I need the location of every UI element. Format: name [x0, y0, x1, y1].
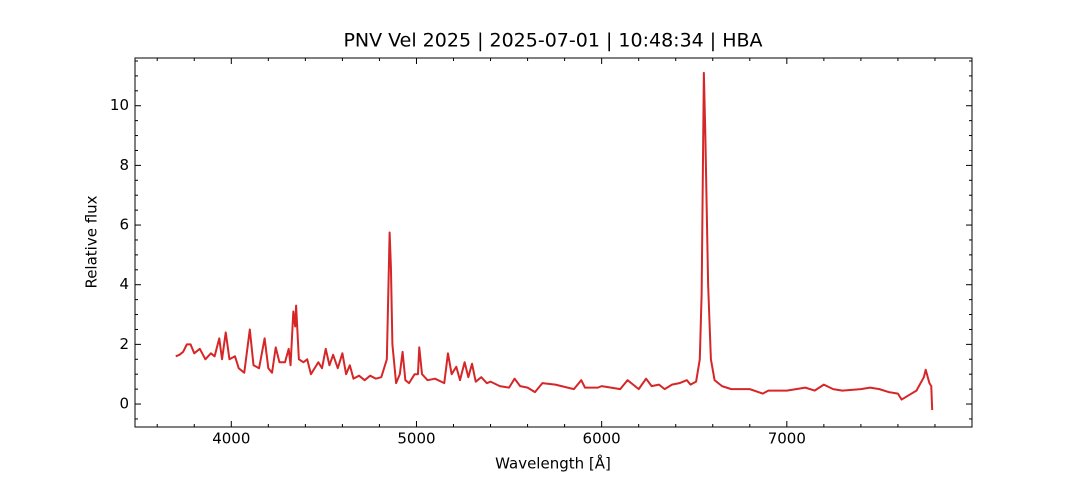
y-axis-label: Relative flux: [83, 195, 101, 288]
x-tick-label: 5000: [397, 430, 435, 448]
chart-title: PNV Vel 2025 | 2025-07-01 | 10:48:34 | H…: [343, 30, 762, 52]
y-tick-label: 4: [119, 275, 129, 293]
x-tick-label: 6000: [583, 430, 621, 448]
spectrum-line: [175, 71, 934, 411]
y-tick-label: 6: [119, 216, 129, 234]
x-tick-label: 4000: [212, 430, 250, 448]
y-tick-label: 10: [110, 96, 129, 114]
x-axis-label: Wavelength [Å]: [495, 454, 611, 473]
plot-frame: [134, 57, 973, 428]
x-tick-label: 7000: [768, 430, 806, 448]
y-tick-label: 2: [119, 335, 129, 353]
y-tick-label: 8: [119, 156, 129, 174]
y-tick-label: 0: [119, 395, 129, 413]
